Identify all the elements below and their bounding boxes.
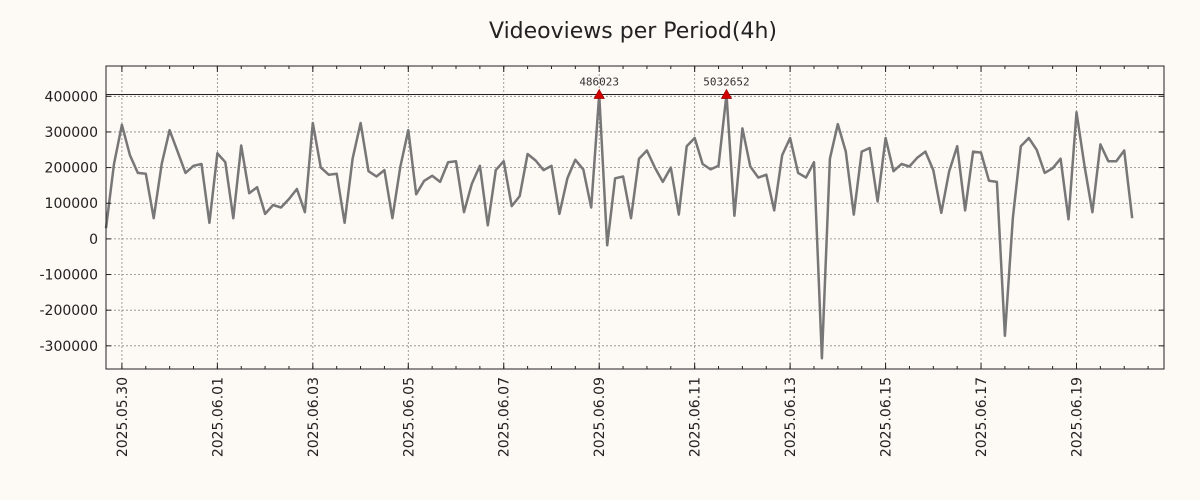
x-tick-label: 2025.06.17 (974, 377, 990, 457)
x-tick-label: 2025.06.05 (401, 377, 417, 457)
x-axis: 2025.05.30 2025.06.01 2025.06.03 2025.06.05… (115, 66, 1149, 457)
y-axis: 400000 300000 200000 100000 0 -100000 -200000 -… (40, 89, 1164, 355)
y-tick-label: -200000 (40, 303, 99, 319)
y-tick-label: -100000 (40, 268, 99, 284)
grid-layer (106, 66, 1164, 369)
peak-marker (593, 88, 605, 99)
y-tick-label: 0 (89, 232, 98, 248)
x-tick-label: 2025.06.01 (210, 377, 226, 457)
peak-label: 5032652 (703, 76, 749, 89)
y-tick-label: 300000 (45, 125, 98, 141)
x-tick-label: 2025.05.30 (115, 377, 131, 457)
x-tick-label: 2025.06.19 (1069, 377, 1085, 457)
x-tick-label: 2025.06.03 (306, 377, 322, 457)
x-tick-label: 2025.06.11 (688, 377, 704, 457)
y-tick-label: -300000 (40, 339, 99, 355)
y-tick-label: 100000 (45, 196, 98, 212)
x-tick-label: 2025.06.07 (497, 377, 513, 457)
y-tick-label: 400000 (45, 89, 98, 105)
series-line (104, 93, 1134, 360)
y-tick-label: 200000 (45, 161, 98, 177)
plot-frame (105, 65, 1165, 370)
x-tick-label: 2025.06.15 (879, 377, 895, 457)
peak-label: 486023 (579, 76, 619, 89)
x-tick-label: 2025.06.09 (592, 377, 608, 457)
x-tick-label: 2025.06.13 (783, 377, 799, 457)
chart-title: Videoviews per Period(4h) (489, 19, 777, 44)
peak-markers: 486023 5032652 (579, 76, 750, 99)
peak-marker (720, 88, 733, 99)
